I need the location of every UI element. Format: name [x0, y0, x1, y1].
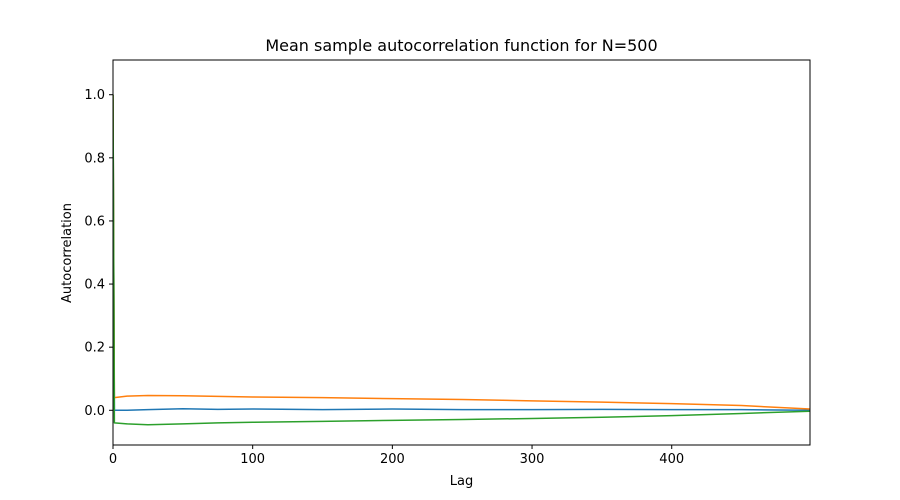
series-line-3: [113, 94, 810, 426]
series-line-2: [113, 94, 810, 410]
x-tick-label: 0: [109, 452, 117, 467]
y-tick-label: 1.0: [84, 88, 105, 103]
x-axis-label: Lag: [450, 474, 473, 489]
y-tick-label: 0.4: [84, 278, 105, 293]
x-tick-label: 200: [380, 452, 405, 467]
y-tick-label: 0.8: [84, 151, 105, 166]
series-layer: [113, 94, 810, 426]
y-tick-label: 0.2: [84, 341, 105, 356]
x-tick-label: 100: [240, 452, 265, 467]
plot-frame: [112, 59, 811, 446]
chart-title: Mean sample autocorrelation function for…: [265, 36, 657, 55]
x-tick-label: 300: [520, 452, 545, 467]
y-tick-label: 0.6: [84, 214, 105, 229]
x-axis-ticks: 0 100 200 300 400: [109, 445, 684, 467]
y-axis-label: Autocorrelation: [60, 203, 75, 303]
x-tick-label: 400: [659, 452, 684, 467]
y-tick-label: 0.0: [84, 404, 105, 419]
y-axis-ticks: 0.0 0.2 0.4 0.6 0.8 1.0: [84, 88, 113, 419]
series-line-1: [113, 94, 810, 412]
